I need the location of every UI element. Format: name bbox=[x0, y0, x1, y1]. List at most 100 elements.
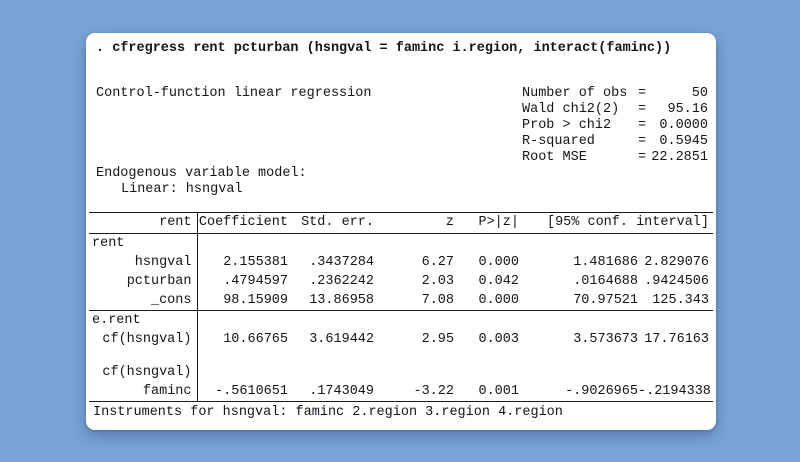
cell bbox=[288, 234, 374, 254]
column-header-depvar: rent bbox=[89, 212, 198, 234]
stat-equals-sign: = bbox=[638, 86, 647, 101]
table-row: cf(hsngval) 10.66765 3.619442 2.95 0.003 3.57… bbox=[89, 330, 713, 349]
table-row: cf(hsngval) bbox=[89, 363, 713, 382]
stat-equals-sign: = bbox=[638, 102, 647, 117]
cell: 2.03 bbox=[421, 274, 454, 289]
cell bbox=[454, 363, 519, 382]
cell: 17.76163 bbox=[644, 332, 709, 347]
cell bbox=[197, 363, 288, 382]
table-row bbox=[89, 349, 713, 363]
table-header-row: rent Coefficient Std. err. z P>|z| [95% … bbox=[89, 212, 713, 234]
column-header-conf-interval: [95% conf. interval] bbox=[519, 212, 713, 234]
cell: 0.000 bbox=[478, 255, 519, 270]
cell: 1.481686 bbox=[573, 255, 638, 270]
row-label: rent bbox=[89, 233, 198, 253]
regression-title: Control-function linear regression bbox=[96, 86, 372, 101]
cell bbox=[519, 363, 638, 382]
cell: 2.155381 bbox=[223, 255, 288, 270]
cell bbox=[288, 363, 374, 382]
cell: -3.22 bbox=[413, 384, 454, 399]
column-header-p-value: P>|z| bbox=[454, 212, 519, 234]
cell bbox=[519, 311, 638, 331]
cell bbox=[374, 363, 454, 382]
stat-equals-sign: = bbox=[638, 134, 647, 149]
cell bbox=[519, 349, 638, 363]
table-row: _cons 98.15909 13.86958 7.08 0.000 70.97521 12… bbox=[89, 291, 713, 311]
cell: .9424506 bbox=[644, 274, 709, 289]
stats-block: Number of obs = 50 Wald chi2(2) = 95.16 Prob >… bbox=[522, 86, 708, 166]
row-label: e.rent bbox=[89, 310, 198, 330]
cell bbox=[454, 311, 519, 331]
cell bbox=[288, 349, 374, 363]
cell bbox=[519, 234, 638, 254]
cell: .0164688 bbox=[573, 274, 638, 289]
cell bbox=[454, 349, 519, 363]
stat-row: Root MSE = 22.2851 bbox=[522, 150, 708, 166]
cell: 98.15909 bbox=[197, 291, 288, 311]
endogenous-model-type: Linear: hsngval bbox=[121, 182, 243, 197]
stat-row: R-squared = 0.5945 bbox=[522, 134, 708, 150]
stat-row: Wald chi2(2) = 95.16 bbox=[522, 102, 708, 118]
column-header-std-err: Std. err. bbox=[288, 212, 374, 234]
cell: .1743049 bbox=[309, 384, 374, 399]
cell: .3437284 bbox=[309, 255, 374, 270]
stat-equals-sign: = bbox=[638, 150, 647, 165]
cell: -.5610651 bbox=[215, 384, 288, 399]
cell: 2.829076 bbox=[644, 255, 709, 270]
endogenous-model-label: Endogenous variable model: bbox=[96, 166, 307, 181]
stat-row: Prob > chi2 = 0.0000 bbox=[522, 118, 708, 134]
stat-value: 0.5945 bbox=[659, 134, 708, 149]
row-label: hsngval bbox=[89, 253, 198, 272]
cell: 7.08 bbox=[374, 291, 454, 311]
cell: .4794597 bbox=[223, 274, 288, 289]
row-label bbox=[89, 349, 198, 363]
cell: 3.619442 bbox=[309, 332, 374, 347]
command-line: . cfregress rent pcturban (hsngval = fam… bbox=[96, 41, 672, 56]
cell bbox=[197, 349, 288, 363]
cell: .2362242 bbox=[309, 274, 374, 289]
stat-label: R-squared bbox=[522, 134, 595, 149]
row-label: pcturban bbox=[89, 272, 198, 291]
output-card: . cfregress rent pcturban (hsngval = fam… bbox=[86, 33, 716, 430]
cell: 0.003 bbox=[478, 332, 519, 347]
cell: -.2194338 bbox=[638, 384, 711, 399]
cell: 0.001 bbox=[478, 384, 519, 399]
cell: 0.000 bbox=[454, 291, 519, 311]
stat-label: Number of obs bbox=[522, 86, 628, 101]
cell: -.9026965 bbox=[565, 384, 638, 399]
table-row: rent bbox=[89, 233, 713, 254]
cell bbox=[638, 234, 713, 254]
coefficient-table-body: rent hsngval 2.155381 .3437284 6.27 0.000 1.48… bbox=[89, 233, 713, 402]
cell: 13.86958 bbox=[288, 291, 374, 311]
endogenous-model-block: Endogenous variable model: Linear: hsngv… bbox=[86, 166, 716, 198]
stat-value: 0.0000 bbox=[659, 118, 708, 133]
cell bbox=[638, 349, 713, 363]
cell bbox=[197, 311, 288, 331]
column-header-z: z bbox=[374, 212, 454, 234]
table-row: pcturban .4794597 .2362242 2.03 0.042 .016468… bbox=[89, 272, 713, 291]
coefficient-table: rent Coefficient Std. err. z P>|z| [95% … bbox=[89, 212, 713, 402]
table-row: e.rent bbox=[89, 310, 713, 331]
cell: 3.573673 bbox=[573, 332, 638, 347]
table-row: faminc -.5610651 .1743049 -3.22 0.001 -.90269… bbox=[89, 382, 713, 402]
row-label: cf(hsngval) bbox=[89, 363, 198, 382]
cell: 6.27 bbox=[421, 255, 454, 270]
cell: 2.95 bbox=[421, 332, 454, 347]
header-row: Control-function linear regression Numbe… bbox=[86, 86, 716, 166]
cell bbox=[454, 234, 519, 254]
cell bbox=[374, 349, 454, 363]
cell: 125.343 bbox=[638, 291, 713, 311]
stat-label: Prob > chi2 bbox=[522, 118, 612, 133]
cell: 70.97521 bbox=[519, 291, 638, 311]
cell bbox=[197, 234, 288, 254]
cell bbox=[638, 363, 713, 382]
cell: 0.042 bbox=[478, 274, 519, 289]
stat-value: 50 bbox=[691, 86, 708, 101]
stat-label: Wald chi2(2) bbox=[522, 102, 620, 117]
stat-value: 95.16 bbox=[667, 102, 708, 117]
table-row: hsngval 2.155381 .3437284 6.27 0.000 1.481686… bbox=[89, 253, 713, 272]
cell bbox=[374, 311, 454, 331]
row-label: faminc bbox=[89, 382, 198, 402]
stat-equals-sign: = bbox=[638, 118, 647, 133]
